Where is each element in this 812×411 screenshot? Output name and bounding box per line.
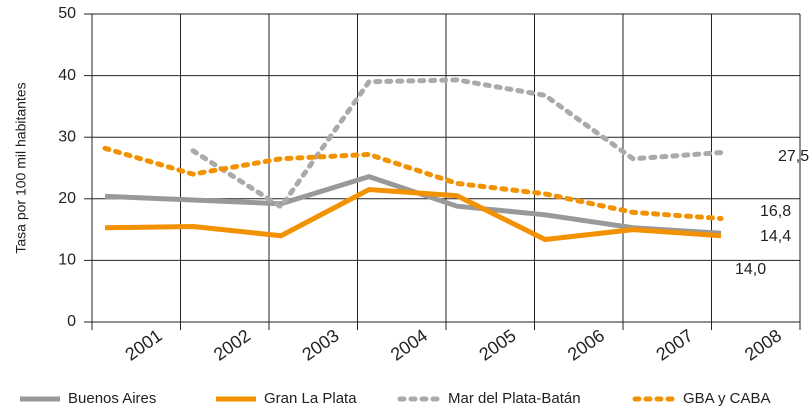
legend-label: Mar del Plata-Batán bbox=[448, 390, 581, 407]
x-tick-label: 2006 bbox=[564, 325, 608, 364]
legend-label: Gran La Plata bbox=[264, 390, 357, 407]
x-tick-label: 2003 bbox=[298, 325, 342, 364]
value-label: 27,5 bbox=[778, 148, 809, 165]
x-tick-label: 2005 bbox=[475, 325, 519, 364]
value-label: 14,0 bbox=[735, 261, 766, 278]
series-line bbox=[190, 77, 724, 210]
x-tick-label: 2008 bbox=[741, 325, 785, 364]
legend-label: GBA y CABA bbox=[683, 390, 771, 407]
y-tick-label: 10 bbox=[58, 252, 76, 269]
value-label: 14,4 bbox=[760, 228, 791, 245]
value-label: 16,8 bbox=[760, 203, 791, 220]
x-tick-label: 2001 bbox=[121, 325, 165, 364]
y-tick-label: 30 bbox=[58, 128, 76, 145]
series-line bbox=[102, 145, 724, 222]
y-tick-label: 40 bbox=[58, 67, 76, 84]
y-tick-label: 0 bbox=[67, 313, 76, 330]
x-tick-label: 2007 bbox=[652, 325, 696, 364]
y-tick-label: 20 bbox=[58, 190, 76, 207]
x-tick-label: 2002 bbox=[210, 325, 254, 364]
legend-label: Buenos Aires bbox=[68, 390, 156, 407]
y-tick-label: 50 bbox=[58, 5, 76, 22]
x-tick-label: 2004 bbox=[387, 325, 431, 364]
series-line bbox=[104, 187, 722, 242]
y-axis-title: Tasa por 100 mil habitantes bbox=[13, 82, 29, 253]
